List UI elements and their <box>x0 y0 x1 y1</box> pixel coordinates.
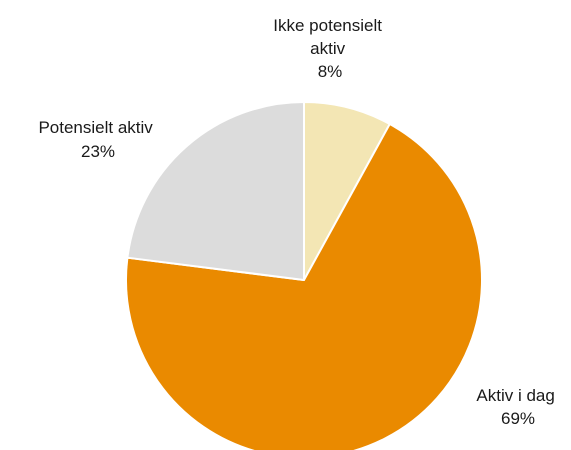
pie-slice-ikke-potensielt-aktiv <box>303 101 391 281</box>
slice-label-potensielt-aktiv: Potensielt aktiv 23% <box>38 118 157 161</box>
pie-labels: Ikke potensielt aktiv 8% Potensielt akti… <box>38 16 559 428</box>
pie-slice-potensielt-aktiv <box>126 101 305 281</box>
slice-label-ikke-potensielt-aktiv: Ikke potensielt aktiv 8% <box>273 16 386 81</box>
pie-slice-aktiv-i-dag <box>124 123 483 450</box>
pie-slices <box>124 101 483 450</box>
slice-label-aktiv-i-dag: Aktiv i dag 69% <box>476 386 559 428</box>
